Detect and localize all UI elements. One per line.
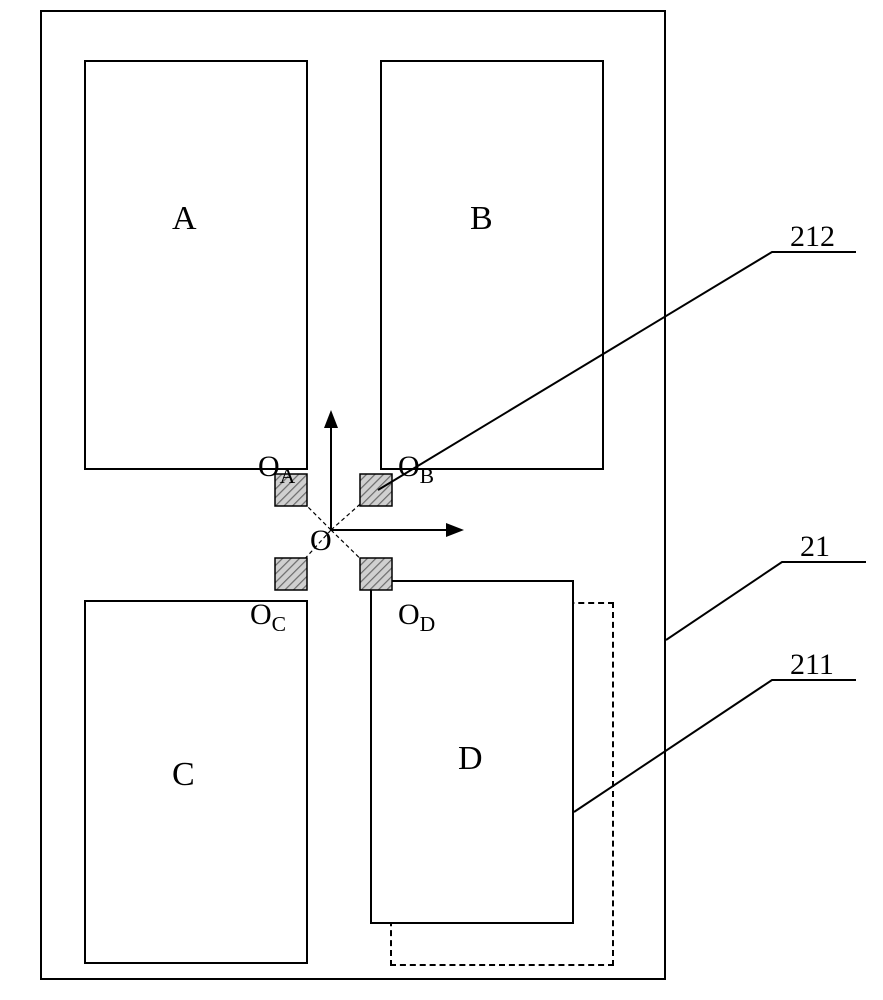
annot-21: 21 — [800, 530, 830, 564]
origin-label: O — [310, 524, 332, 558]
ob-label: OB — [398, 450, 434, 489]
oc-label: OC — [250, 598, 286, 637]
annot-212: 212 — [790, 220, 835, 254]
od-label: OD — [398, 598, 435, 637]
panel-b-label: B — [470, 200, 493, 238]
diagram-stage: A B C D — [0, 0, 883, 1000]
panel-c — [84, 600, 308, 964]
panel-a-label: A — [172, 200, 197, 238]
panel-b — [380, 60, 604, 470]
panel-a — [84, 60, 308, 470]
annot-211: 211 — [790, 648, 834, 682]
oa-label: OA — [258, 450, 295, 489]
leader-21 — [666, 562, 866, 640]
panel-d-label: D — [458, 740, 483, 778]
panel-c-label: C — [172, 756, 195, 794]
